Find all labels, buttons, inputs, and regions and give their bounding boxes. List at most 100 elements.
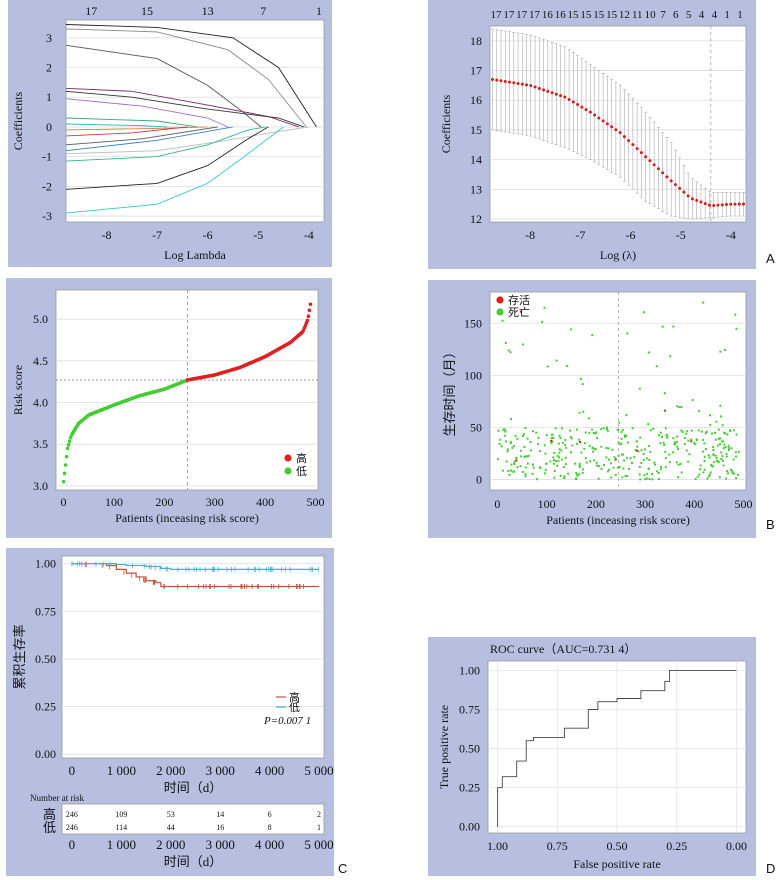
- survival-point: [501, 469, 504, 472]
- y-tick-label: 3.5: [33, 437, 48, 451]
- survival-point: [554, 459, 557, 462]
- survival-point: [521, 343, 524, 346]
- coef-path: [65, 126, 218, 146]
- cv-point: [542, 88, 546, 92]
- coef-path: [65, 126, 309, 155]
- risk-count: 246: [66, 810, 78, 819]
- survival-point: [683, 443, 686, 446]
- survival-point: [730, 447, 733, 450]
- survival-point: [679, 462, 682, 465]
- survival-point: [664, 427, 667, 430]
- survival-point: [722, 447, 725, 450]
- survival-point: [648, 459, 651, 462]
- survival-point: [515, 459, 518, 462]
- survival-point: [605, 456, 608, 459]
- cv-point: [614, 128, 618, 132]
- survival-point: [642, 311, 645, 314]
- x-tick-label: 3 000: [206, 837, 235, 852]
- cv-point: [652, 163, 656, 167]
- survival-point: [578, 438, 581, 441]
- x-tick-label: 5 000: [304, 763, 333, 778]
- survival-point: [559, 437, 562, 440]
- survival-point: [623, 435, 626, 438]
- survival-point: [605, 428, 608, 431]
- survival-point: [631, 427, 634, 430]
- survival-point: [638, 473, 641, 476]
- survival-point: [647, 423, 650, 426]
- survival-point: [694, 443, 697, 446]
- survival-point: [722, 459, 725, 462]
- x-axis-label: Patients (inceasing risk score): [546, 513, 690, 527]
- x-tick-label: 100: [538, 497, 556, 511]
- top-tick-label: 17: [503, 9, 515, 21]
- survival-point: [725, 477, 728, 480]
- survival-point: [621, 428, 624, 431]
- x-tick-label: -6: [203, 228, 213, 242]
- survival-point: [721, 440, 724, 443]
- survival-point: [501, 319, 504, 322]
- survival-point: [499, 438, 502, 441]
- cv-point: [525, 83, 529, 87]
- x-axis-label: Patients (inceasing risk score): [115, 511, 259, 525]
- survival-point: [733, 472, 736, 475]
- survival-point: [713, 431, 716, 434]
- survival-point: [690, 429, 693, 432]
- survival-point: [521, 470, 524, 473]
- survival-point: [557, 459, 560, 462]
- survival-point: [523, 455, 526, 458]
- survival-point: [724, 446, 727, 449]
- plot-area: [489, 291, 747, 491]
- plot-area: [489, 25, 747, 223]
- survival-point: [686, 430, 689, 433]
- legend-label: 高: [289, 690, 300, 704]
- cv-point: [741, 202, 745, 206]
- survival-point: [561, 427, 564, 430]
- survival-point: [605, 426, 608, 429]
- survival-point: [722, 440, 725, 443]
- cv-point: [712, 203, 716, 207]
- risk-point: [305, 318, 310, 323]
- survival-point: [723, 443, 726, 446]
- survival-point: [681, 430, 684, 433]
- x-tick-label: 500: [735, 497, 753, 511]
- survival-point: [537, 443, 540, 446]
- survival-point: [676, 441, 679, 444]
- survival-point: [520, 455, 523, 458]
- survival-point: [522, 434, 525, 437]
- survival-point: [685, 432, 688, 435]
- survival-point: [725, 452, 728, 455]
- risk-count: 109: [115, 810, 127, 819]
- survival-point: [510, 418, 513, 421]
- survival-point: [543, 472, 546, 475]
- legend-label: 高: [296, 451, 307, 465]
- x-tick-label: 0: [494, 497, 500, 511]
- cv-point: [639, 151, 643, 155]
- risk-point: [64, 454, 69, 459]
- survival-point: [576, 442, 579, 445]
- survival-point: [673, 441, 676, 444]
- panel-cv-curve: 12 13 14 15 16 17 18 -8 -7 -6 -5 -4 17 17 17 17 16 16 15 15…: [428, 0, 756, 269]
- x-tick-label: 2 000: [156, 763, 185, 778]
- risk-point: [66, 442, 71, 447]
- risk-count: 6: [268, 810, 272, 819]
- survival-point: [524, 427, 527, 430]
- survival-point: [553, 470, 556, 473]
- survival-point: [543, 444, 546, 447]
- survival-point: [720, 451, 723, 454]
- survival-point: [724, 432, 727, 435]
- survival-point: [564, 456, 567, 459]
- survival-point: [558, 456, 561, 459]
- survival-point: [687, 439, 690, 442]
- survival-point: [677, 448, 680, 451]
- survival-point: [648, 351, 651, 354]
- survival-point: [502, 428, 505, 431]
- survival-point: [514, 434, 517, 437]
- survival-point: [591, 334, 594, 337]
- survival-point: [623, 459, 626, 462]
- coef-path: [65, 44, 262, 128]
- survival-point: [668, 453, 671, 456]
- survival-point: [591, 428, 594, 431]
- cv-point: [499, 79, 503, 83]
- x-tick-label: 0.00: [726, 839, 747, 853]
- risk-point: [307, 308, 312, 313]
